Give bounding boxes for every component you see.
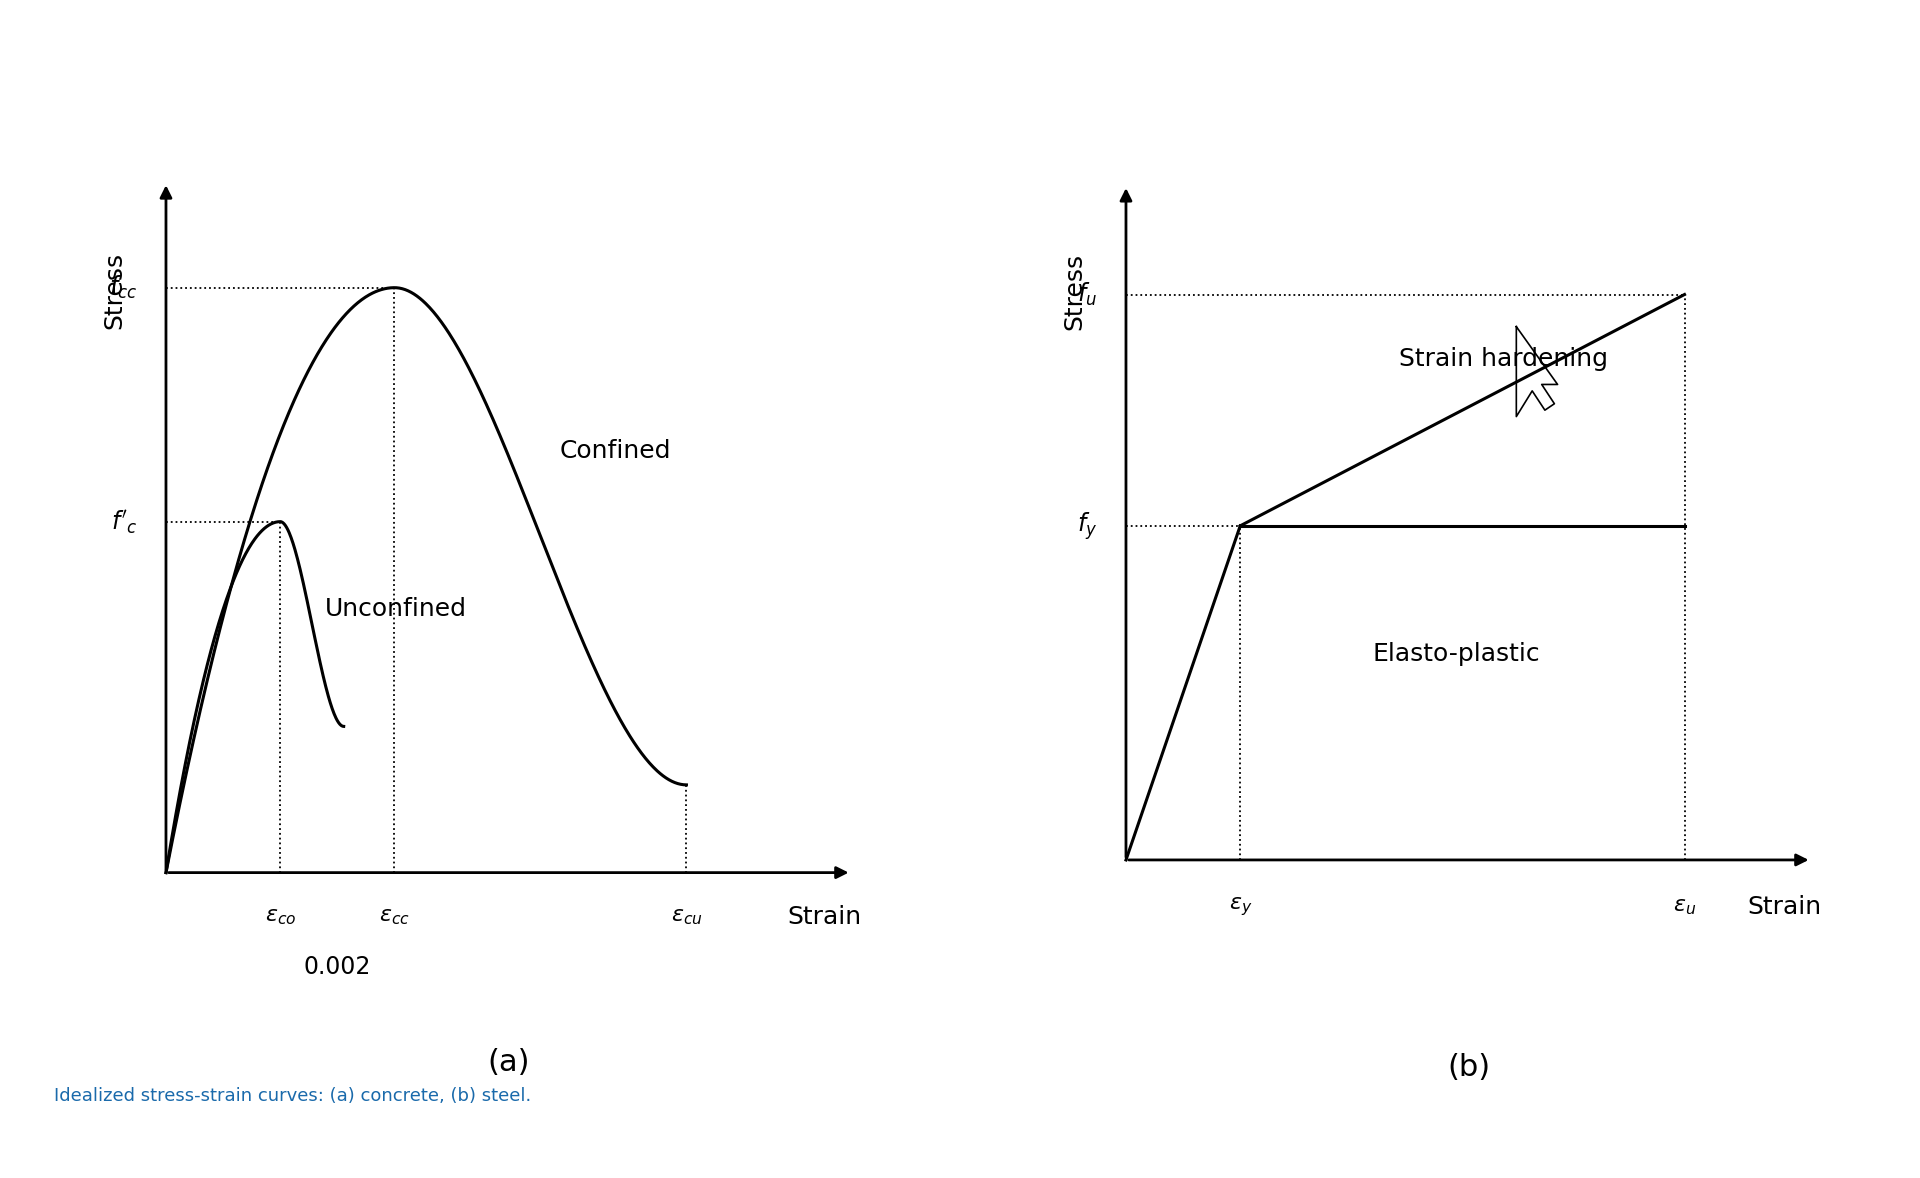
Text: $f_{cc}$: $f_{cc}$ (109, 274, 138, 302)
Text: $\epsilon_{cc}$: $\epsilon_{cc}$ (378, 905, 411, 927)
Text: 0.002: 0.002 (303, 954, 371, 979)
Text: $f_y$: $f_y$ (1077, 510, 1098, 542)
Text: Strain: Strain (787, 905, 860, 928)
Text: (a): (a) (488, 1048, 530, 1077)
Text: Unconfined: Unconfined (324, 597, 467, 621)
Text: Strain hardening: Strain hardening (1400, 346, 1607, 371)
Text: $\epsilon_{co}$: $\epsilon_{co}$ (265, 905, 296, 927)
Text: Stress: Stress (1062, 253, 1087, 330)
Text: Strain: Strain (1747, 895, 1820, 919)
Text: Elasto-plastic: Elasto-plastic (1373, 642, 1540, 667)
Text: Idealized stress-strain curves: (a) concrete, (b) steel.: Idealized stress-strain curves: (a) conc… (54, 1086, 532, 1105)
Text: Stress: Stress (102, 251, 127, 329)
Text: $\epsilon_{cu}$: $\epsilon_{cu}$ (670, 905, 703, 927)
Text: $\epsilon_y$: $\epsilon_y$ (1229, 895, 1252, 918)
Text: $f_u$: $f_u$ (1077, 280, 1098, 309)
Text: Confined: Confined (559, 439, 670, 463)
Text: $f'_c$: $f'_c$ (111, 508, 138, 536)
Text: (b): (b) (1448, 1053, 1490, 1081)
Text: $\epsilon_u$: $\epsilon_u$ (1672, 895, 1695, 918)
